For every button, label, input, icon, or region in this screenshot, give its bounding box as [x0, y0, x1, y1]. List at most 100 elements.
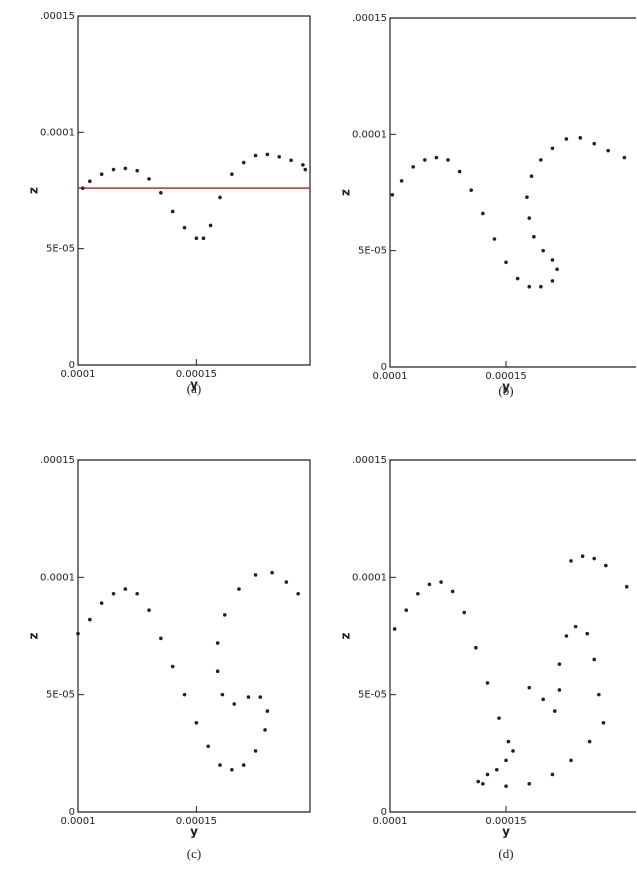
y-tick-label: 5E-05: [46, 244, 75, 255]
data-point: [592, 657, 597, 662]
data-point: [123, 587, 128, 591]
data-point: [580, 554, 585, 559]
y-tick-label: 0: [69, 360, 75, 371]
data-point: [624, 584, 629, 589]
data-point: [525, 195, 529, 199]
data-point: [504, 784, 508, 788]
y-tick-label: .00015: [352, 455, 387, 466]
data-point: [532, 234, 536, 239]
data-point: [564, 137, 569, 141]
data-point: [76, 631, 80, 636]
y-tick-label: 0.0001: [352, 572, 387, 583]
data-point: [485, 772, 490, 777]
data-point: [550, 772, 555, 777]
data-point: [99, 172, 104, 177]
data-point: [492, 237, 497, 241]
data-point: [270, 570, 274, 575]
y-axis-label: z: [27, 187, 41, 194]
y-tick-label: 0: [381, 362, 387, 373]
data-point: [601, 721, 606, 725]
y-axis-label: z: [339, 189, 353, 196]
y-tick-label: .00015: [40, 455, 75, 466]
data-point: [555, 267, 559, 272]
y-axis-label: z: [27, 632, 41, 639]
data-point: [289, 158, 293, 163]
data-point: [241, 160, 246, 165]
data-point: [481, 782, 485, 786]
data-point: [481, 211, 485, 216]
plot-frame: [389, 17, 636, 368]
data-point: [253, 153, 258, 158]
data-point: [529, 174, 534, 179]
y-tick-label: 0: [69, 807, 75, 818]
data-point: [557, 662, 562, 666]
data-point: [182, 692, 187, 697]
data-point: [527, 685, 532, 690]
data-point: [220, 692, 225, 697]
data-point: [539, 158, 543, 162]
data-point: [123, 166, 128, 171]
data-point: [587, 739, 592, 744]
data-point: [159, 191, 163, 195]
data-point: [427, 582, 432, 587]
data-point: [569, 559, 573, 563]
x-axis-label: y: [502, 380, 510, 394]
caption: (a): [187, 381, 201, 396]
caption: (c): [187, 846, 201, 861]
data-point: [253, 573, 258, 577]
data-point: [147, 177, 151, 181]
data-point: [462, 610, 467, 615]
data-point: [511, 749, 515, 753]
caption: (d): [498, 846, 513, 861]
data-point: [485, 681, 490, 685]
data-point: [80, 186, 85, 190]
data-point: [622, 155, 627, 160]
data-point: [404, 608, 409, 612]
data-point: [301, 163, 305, 167]
data-point: [597, 692, 601, 697]
data-point: [159, 636, 163, 641]
x-axis-label: y: [190, 378, 198, 392]
data-point: [263, 728, 267, 732]
data-point: [230, 767, 234, 772]
data-point: [201, 236, 206, 240]
data-point: [494, 767, 499, 772]
y-tick-label: 0.0001: [40, 127, 75, 138]
x-tick-label: 0.0001: [61, 369, 96, 380]
data-point: [215, 641, 220, 645]
data-point: [230, 172, 234, 177]
data-point: [416, 591, 420, 596]
data-point: [573, 624, 578, 629]
data-point: [552, 709, 557, 713]
data-point: [457, 169, 462, 174]
data-point: [237, 587, 241, 591]
data-point: [241, 763, 246, 767]
data-point: [541, 248, 545, 253]
y-tick-label: 0.0001: [40, 572, 75, 583]
x-tick-label: 0.00015: [485, 816, 526, 827]
data-point: [411, 165, 416, 169]
data-point: [392, 627, 397, 631]
data-point: [439, 580, 443, 584]
data-point: [604, 563, 608, 568]
data-point: [147, 608, 151, 612]
data-point: [246, 695, 251, 699]
data-point: [135, 168, 139, 173]
x-axis-label: y: [502, 825, 510, 839]
plot-frame: [77, 459, 311, 813]
data-point: [135, 591, 139, 596]
data-point: [497, 716, 501, 720]
data-point: [111, 591, 116, 596]
x-tick-label: 0.0001: [373, 816, 408, 827]
data-point: [99, 601, 104, 605]
data-point: [569, 758, 573, 763]
data-point: [592, 556, 597, 561]
data-point: [194, 721, 199, 725]
plot-frame: [77, 15, 311, 366]
y-axis-label: z: [339, 632, 353, 639]
data-point: [206, 744, 211, 749]
data-point: [476, 779, 480, 784]
caption: (b): [498, 383, 513, 398]
data-point: [578, 136, 583, 140]
data-point: [564, 634, 569, 638]
